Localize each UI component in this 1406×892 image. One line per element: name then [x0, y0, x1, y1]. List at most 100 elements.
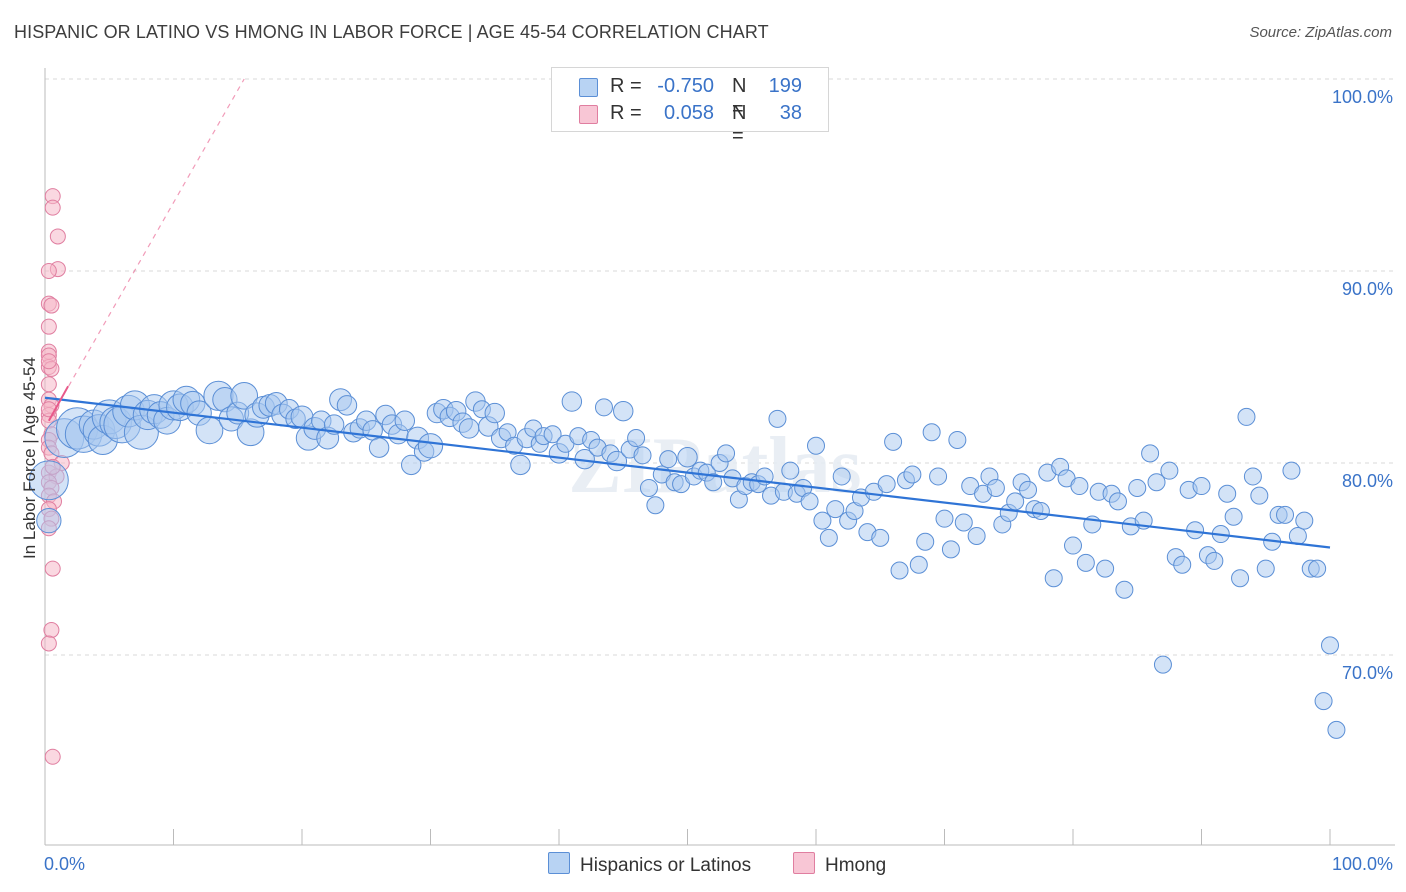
n-value: 38: [779, 102, 802, 124]
legend-item-hmong: Hmong: [793, 852, 886, 877]
hispanic-point: [1076, 553, 1095, 572]
legend-label-hispanic: Hispanics or Latinos: [580, 855, 752, 876]
hispanic-point: [1064, 536, 1082, 555]
hispanic-point: [832, 467, 851, 486]
hispanic-point: [717, 444, 736, 463]
correlation-legend: R = -0.750 N = 199 R = 0.058 N = 38: [551, 67, 829, 147]
y-tick-label: 80.0%: [1342, 471, 1393, 491]
hispanic-point: [561, 391, 583, 412]
hispanic-point: [1224, 507, 1243, 526]
hispanic-point: [877, 475, 896, 494]
r-label: R =: [610, 75, 642, 97]
hispanic-point: [800, 492, 819, 511]
hmong-point: [43, 297, 60, 314]
y-tick-label: 100.0%: [1332, 87, 1393, 107]
hispanic-point: [639, 478, 658, 497]
hispanic-point: [336, 395, 358, 416]
hispanic-point: [704, 473, 723, 492]
grid-lines: [45, 78, 1395, 656]
r-value: -0.750: [657, 75, 714, 97]
hispanic-point: [813, 511, 832, 530]
hmong-point: [40, 263, 57, 279]
hispanic-point: [1192, 477, 1211, 496]
hispanic-point: [807, 436, 825, 455]
hispanic-point: [1096, 559, 1115, 578]
hispanic-point: [929, 467, 948, 486]
hmong-point: [40, 376, 57, 393]
hispanic-point: [36, 507, 62, 534]
hispanic-point: [28, 460, 69, 501]
n-value: 199: [768, 75, 802, 97]
hispanic-point: [484, 402, 505, 424]
hispanic-point: [884, 432, 903, 451]
hispanic-point: [1308, 559, 1327, 578]
hmong-point: [49, 228, 66, 245]
x-tick-label: 0.0%: [44, 854, 85, 874]
hmong-point: [40, 635, 57, 652]
y-tick-label: 70.0%: [1342, 663, 1393, 683]
hispanic-point: [368, 437, 390, 458]
hispanic-point: [417, 433, 444, 459]
series-legend: Hispanics or Latinos Hmong: [0, 852, 1406, 878]
hispanic-point: [1231, 569, 1250, 588]
hispanic-point: [781, 461, 800, 480]
hmong-legend-swatch: [793, 852, 815, 874]
hispanic-point: [1288, 526, 1307, 545]
hispanic-point: [1115, 580, 1134, 599]
hispanic-point: [1173, 555, 1192, 574]
hispanic-point: [986, 478, 1005, 497]
hispanic-point: [1295, 511, 1314, 530]
hispanic-point: [941, 540, 960, 559]
legend-item-hispanic: Hispanics or Latinos: [548, 852, 751, 877]
x-tick-label: 100.0%: [1332, 854, 1393, 874]
n-label: N =: [732, 102, 747, 147]
hispanic-point: [1160, 461, 1179, 480]
hmong-point: [44, 199, 61, 216]
hispanic-point: [195, 416, 224, 445]
hispanic-point: [1282, 461, 1301, 480]
hmong-point: [44, 748, 61, 765]
hispanic-point: [1243, 467, 1262, 486]
hispanic-point: [935, 509, 954, 528]
hispanic-point: [1019, 480, 1038, 499]
n-label: N =: [732, 75, 747, 120]
hispanic-swatch: [579, 78, 598, 97]
hispanic-point: [543, 425, 562, 444]
hispanic-point: [1128, 478, 1147, 497]
trend-lines: [44, 78, 1331, 549]
hispanic-point: [627, 429, 646, 448]
y-tick-labels: 70.0% 80.0% 90.0% 100.0%: [1332, 87, 1393, 683]
hispanic-point: [401, 454, 422, 476]
hispanic-point: [1276, 505, 1295, 524]
legend-label-hmong: Hmong: [825, 855, 887, 876]
r-label: R =: [610, 102, 642, 124]
hispanic-trend-line: [44, 396, 1331, 549]
hispanic-point: [826, 500, 845, 519]
hispanic-point: [646, 496, 665, 515]
hispanic-point: [768, 409, 787, 428]
hispanic-point: [1044, 569, 1063, 588]
y-axis-label: In Labor Force | Age 45-54: [20, 357, 39, 559]
hispanic-point: [1153, 655, 1172, 674]
hispanic-point: [323, 414, 345, 435]
hispanic-point: [659, 450, 678, 469]
hispanic-point: [1327, 720, 1346, 739]
hispanic-point: [633, 446, 652, 465]
hmong-point: [40, 318, 57, 335]
hispanic-point: [1237, 407, 1256, 426]
hmong-point: [43, 622, 60, 639]
hmong-point: [44, 560, 61, 577]
hispanic-point: [1205, 551, 1224, 570]
hispanic-point: [1256, 559, 1275, 578]
hispanic-point: [1147, 473, 1166, 492]
hispanic-point: [954, 513, 973, 532]
hispanic-point: [1321, 636, 1339, 655]
hispanic-point: [1250, 486, 1269, 505]
hispanic-point: [890, 561, 909, 580]
hispanic-point: [1141, 444, 1160, 463]
hispanic-point: [967, 526, 986, 545]
hispanic-point: [394, 410, 416, 431]
r-value: 0.058: [663, 102, 714, 124]
hispanic-point: [819, 528, 838, 547]
hispanic-point: [677, 447, 698, 468]
